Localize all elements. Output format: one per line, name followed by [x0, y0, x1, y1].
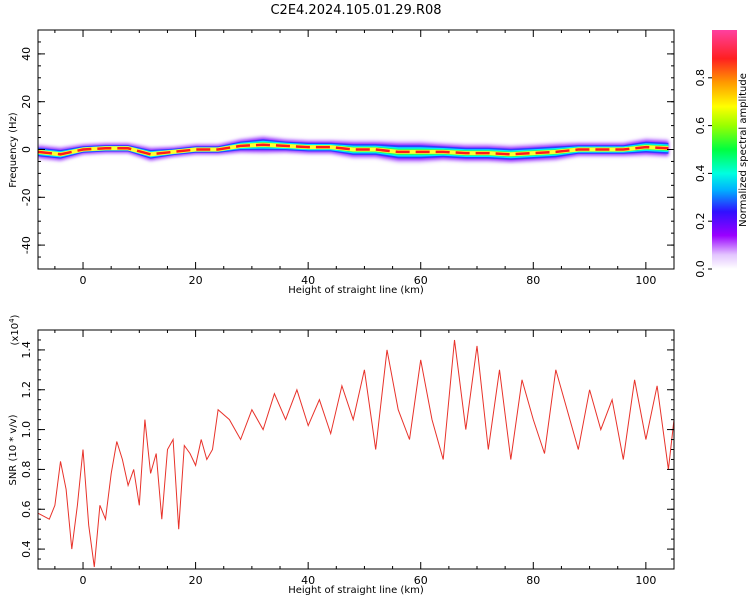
heatmap-x-tick-label: 80 — [526, 274, 540, 287]
heatmap-y-tick-label: 40 — [20, 47, 33, 61]
heatmap-ridge-core — [38, 143, 669, 156]
heatmap-panel: 0 20 40 60 80 100 -40 -20 0 20 40 Height of straig… — [8, 29, 675, 296]
snr-y-tick-label: 0.4 — [20, 540, 33, 558]
snr-y-tick-label: 0.8 — [20, 461, 33, 479]
colorbar-tick-label: 0.2 — [694, 212, 707, 230]
snr-x-tick-label: 60 — [414, 574, 428, 587]
heatmap-ticks — [38, 29, 675, 270]
snr-series-line — [38, 339, 674, 568]
snr-x-tick-label: 40 — [301, 574, 315, 587]
colorbar: 0.0 0.2 0.4 0.6 0.8 Normalized spectral ampl… — [694, 30, 749, 278]
snr-panel: 0 20 40 60 80 100 0.4 0.6 0.8 1.0 1.2 1.4 Height of… — [8, 314, 675, 596]
snr-x-axis-label: Height of straight line (km) — [288, 585, 424, 596]
heatmap-x-tick-label: 0 — [80, 274, 87, 287]
heatmap-y-tick-label: 20 — [20, 95, 33, 109]
colorbar-ticks: 0.0 0.2 0.4 0.6 0.8 — [694, 69, 712, 278]
snr-multiplier-close: ) — [10, 314, 21, 318]
heatmap-y-axis-label: Frequency (Hz) — [8, 112, 19, 188]
heatmap-x-tick-label: 40 — [301, 274, 315, 287]
heatmap-y-tick-label: 0 — [20, 146, 33, 153]
colorbar-tick-label: 0.6 — [694, 117, 707, 135]
heatmap-y-tick-label: -40 — [20, 236, 33, 254]
heatmap-x-axis-label: Height of straight line (km) — [288, 285, 424, 296]
heatmap-tick-labels: 0 20 40 60 80 100 -40 -20 0 20 40 — [20, 47, 656, 287]
snr-x-tick-label: 0 — [80, 574, 87, 587]
colorbar-tick-label: 0.0 — [694, 260, 707, 278]
snr-x-tick-label: 80 — [526, 574, 540, 587]
colorbar-tick-label: 0.8 — [694, 69, 707, 87]
heatmap-x-tick-label: 60 — [414, 274, 428, 287]
snr-multiplier-exp: 4 — [8, 318, 16, 323]
snr-multiplier: (x104) — [8, 314, 21, 345]
colorbar-gradient — [712, 30, 737, 269]
snr-ticks — [38, 329, 675, 570]
snr-x-tick-label: 100 — [635, 574, 656, 587]
snr-y-tick-label: 0.6 — [20, 501, 33, 519]
heatmap-y-tick-label: -20 — [20, 188, 33, 206]
figure-title: C2E4.2024.105.01.29.R08 — [270, 3, 441, 18]
colorbar-tick-label: 0.4 — [694, 165, 707, 183]
heatmap-ridge — [38, 135, 669, 164]
snr-y-tick-label: 1.4 — [20, 341, 33, 359]
snr-tick-labels: 0 20 40 60 80 100 0.4 0.6 0.8 1.0 1.2 1.4 — [20, 341, 656, 587]
colorbar-label: Normalized spectral amplitude — [738, 73, 749, 227]
heatmap-x-tick-label: 100 — [635, 274, 656, 287]
snr-y-axis-label: SNR (10 * v/v) — [8, 414, 19, 485]
snr-y-tick-label: 1.0 — [20, 421, 33, 439]
snr-x-tick-label: 20 — [189, 574, 203, 587]
snr-y-tick-label: 1.2 — [20, 381, 33, 399]
snr-multiplier-base: (x10 — [10, 323, 21, 346]
heatmap-x-tick-label: 20 — [189, 274, 203, 287]
